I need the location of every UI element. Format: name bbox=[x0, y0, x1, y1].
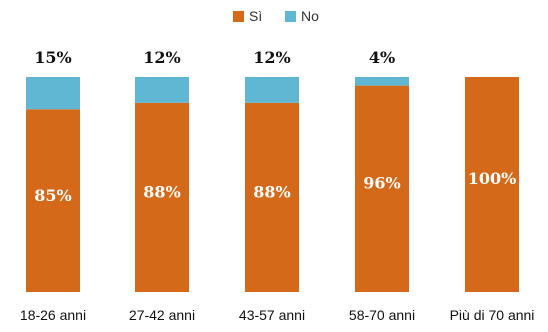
bar-si-2 bbox=[135, 102, 189, 292]
inside-label-2: 88% bbox=[143, 183, 180, 202]
bar-no-3 bbox=[245, 77, 299, 103]
legend: Sì No bbox=[233, 8, 319, 24]
category-label-3: 43-57 anni bbox=[239, 307, 305, 323]
labels: 85% 15% 18-26 anni 88% 12% 27-42 anni 88% 12% 43… bbox=[20, 48, 535, 323]
category-label-1: 18-26 anni bbox=[20, 307, 86, 323]
legend-label-si: Sì bbox=[249, 8, 262, 24]
category-label-2: 27-42 anni bbox=[129, 307, 195, 323]
bars bbox=[26, 77, 519, 292]
inside-label-1: 85% bbox=[34, 186, 71, 205]
top-label-4: 4% bbox=[369, 48, 395, 67]
bar-si-3 bbox=[245, 102, 299, 292]
legend-label-no: No bbox=[301, 8, 319, 24]
top-label-3: 12% bbox=[253, 48, 290, 67]
bar-no-4 bbox=[355, 77, 409, 86]
top-label-1: 15% bbox=[34, 48, 71, 67]
category-label-5: Più di 70 anni bbox=[450, 307, 535, 323]
legend-swatch-si bbox=[233, 11, 244, 22]
legend-swatch-no bbox=[285, 11, 296, 22]
bar-si-5 bbox=[465, 77, 519, 292]
category-label-4: 58-70 anni bbox=[349, 307, 415, 323]
bar-no-2 bbox=[135, 77, 189, 103]
inside-label-4: 96% bbox=[363, 174, 400, 193]
inside-label-5: 100% bbox=[468, 169, 517, 188]
top-label-2: 12% bbox=[143, 48, 180, 67]
inside-label-3: 88% bbox=[253, 183, 290, 202]
bar-si-4 bbox=[355, 85, 409, 292]
bar-si-1 bbox=[26, 109, 80, 292]
bar-no-1 bbox=[26, 77, 80, 110]
